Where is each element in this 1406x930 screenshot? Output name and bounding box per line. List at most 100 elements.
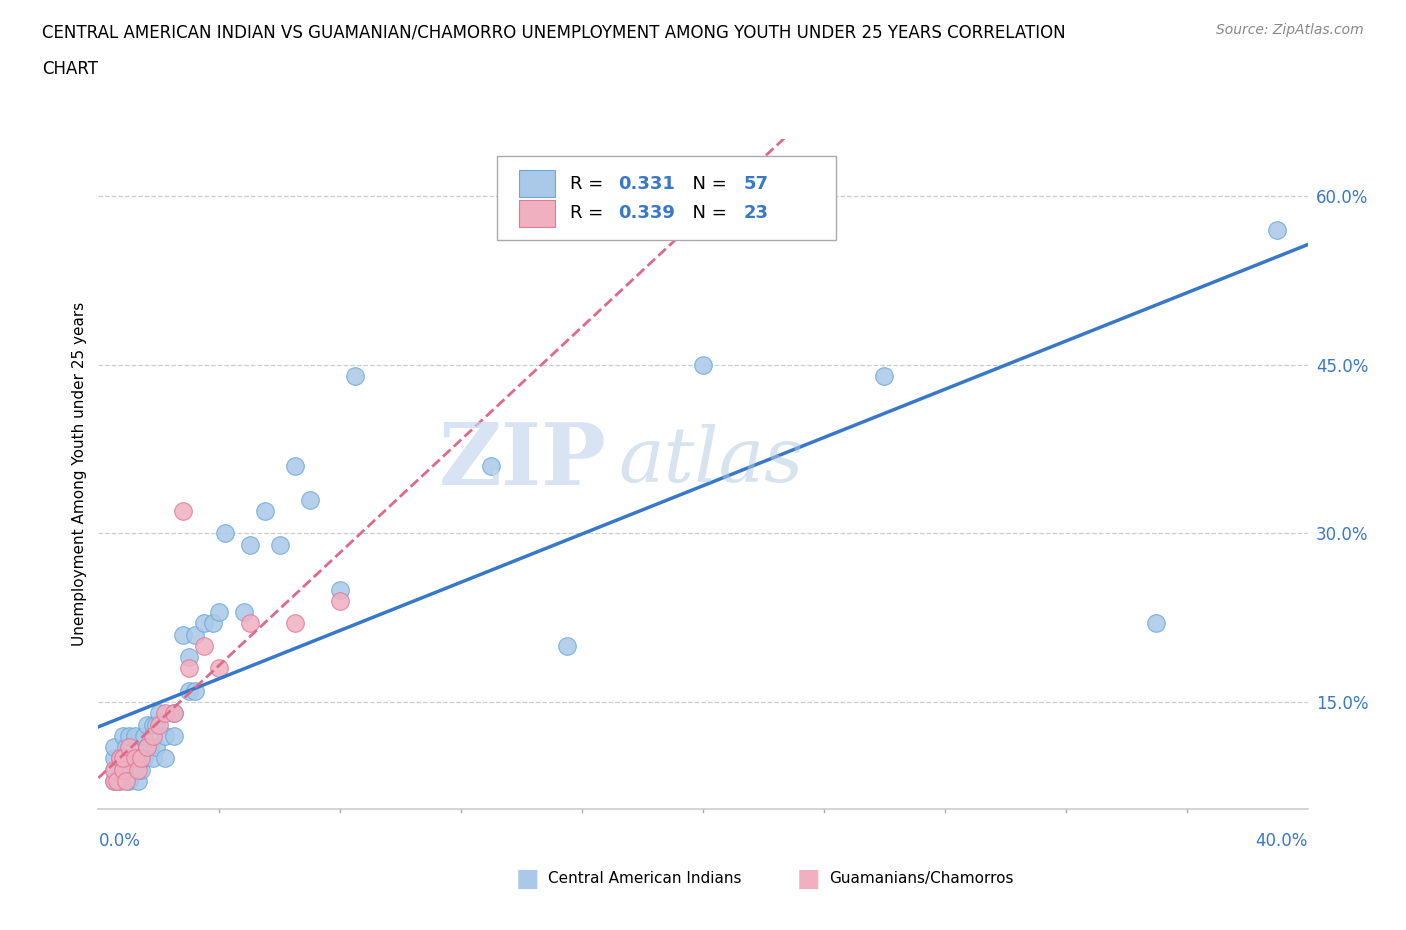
FancyBboxPatch shape <box>519 200 555 227</box>
Point <box>124 763 146 777</box>
Point <box>148 706 170 721</box>
Point <box>103 763 125 777</box>
Point <box>124 751 146 766</box>
Point <box>163 728 186 743</box>
Point <box>172 627 194 642</box>
Point <box>114 739 136 754</box>
Point <box>132 751 155 766</box>
Point <box>127 763 149 777</box>
FancyBboxPatch shape <box>498 156 837 240</box>
Text: ■: ■ <box>797 867 820 891</box>
Point <box>103 739 125 754</box>
Point <box>163 706 186 721</box>
Point <box>129 751 152 766</box>
Point <box>284 458 307 473</box>
Text: 0.339: 0.339 <box>619 205 675 222</box>
Point <box>163 706 186 721</box>
Point <box>129 763 152 777</box>
Point <box>329 582 352 597</box>
Point <box>105 774 128 789</box>
Point <box>329 593 352 608</box>
Point <box>1144 616 1167 631</box>
Point <box>202 616 225 631</box>
Text: 57: 57 <box>744 175 769 193</box>
Point <box>172 503 194 518</box>
Point <box>269 538 291 552</box>
Point <box>124 728 146 743</box>
Point <box>555 639 578 654</box>
Text: Source: ZipAtlas.com: Source: ZipAtlas.com <box>1216 23 1364 37</box>
Point <box>184 684 207 698</box>
Text: R =: R = <box>569 205 609 222</box>
Point <box>184 627 207 642</box>
Point <box>692 357 714 372</box>
Text: N =: N = <box>682 205 733 222</box>
Text: 0.331: 0.331 <box>619 175 675 193</box>
Text: Guamanians/Chamorros: Guamanians/Chamorros <box>830 871 1014 886</box>
Point <box>103 774 125 789</box>
Point <box>481 458 503 473</box>
Text: CHART: CHART <box>42 60 98 78</box>
Point <box>193 639 215 654</box>
Point <box>118 774 141 789</box>
Point <box>153 728 176 743</box>
Text: CENTRAL AMERICAN INDIAN VS GUAMANIAN/CHAMORRO UNEMPLOYMENT AMONG YOUTH UNDER 25 : CENTRAL AMERICAN INDIAN VS GUAMANIAN/CHA… <box>42 23 1066 41</box>
Point <box>239 616 262 631</box>
Point <box>103 763 125 777</box>
Point <box>239 538 262 552</box>
Point <box>127 751 149 766</box>
Point <box>145 739 167 754</box>
Text: 0.0%: 0.0% <box>98 832 141 850</box>
Point <box>1265 222 1288 237</box>
Point <box>142 728 165 743</box>
Point <box>114 774 136 789</box>
Point <box>111 751 134 766</box>
Point <box>232 604 254 619</box>
Y-axis label: Unemployment Among Youth under 25 years: Unemployment Among Youth under 25 years <box>72 302 87 646</box>
Point <box>135 739 157 754</box>
Point <box>127 774 149 789</box>
Point <box>153 751 176 766</box>
Point <box>118 751 141 766</box>
Text: ■: ■ <box>516 867 538 891</box>
Point <box>111 763 134 777</box>
Point <box>344 368 367 383</box>
Text: atlas: atlas <box>619 424 804 498</box>
Point <box>135 739 157 754</box>
Point <box>108 751 131 766</box>
Point <box>177 661 201 676</box>
Point <box>153 706 176 721</box>
Text: R =: R = <box>569 175 609 193</box>
Point <box>214 526 236 541</box>
Point <box>139 739 162 754</box>
Point <box>193 616 215 631</box>
Point <box>177 684 201 698</box>
Point <box>142 751 165 766</box>
Point <box>103 751 125 766</box>
Text: ZIP: ZIP <box>439 418 606 503</box>
Point <box>111 751 134 766</box>
Point <box>284 616 307 631</box>
Point <box>253 503 276 518</box>
Point <box>148 717 170 732</box>
Point <box>111 763 134 777</box>
Point <box>177 650 201 665</box>
Text: 40.0%: 40.0% <box>1256 832 1308 850</box>
Point <box>208 661 231 676</box>
Point <box>111 728 134 743</box>
Point <box>208 604 231 619</box>
Text: N =: N = <box>682 175 733 193</box>
Point <box>299 492 322 507</box>
FancyBboxPatch shape <box>519 170 555 197</box>
Point <box>108 774 131 789</box>
Text: 23: 23 <box>744 205 769 222</box>
Point <box>873 368 896 383</box>
Point <box>145 717 167 732</box>
Point <box>132 728 155 743</box>
Point <box>118 728 141 743</box>
Point <box>118 739 141 754</box>
Point <box>103 774 125 789</box>
Point <box>108 751 131 766</box>
Point <box>118 763 141 777</box>
Point <box>135 717 157 732</box>
